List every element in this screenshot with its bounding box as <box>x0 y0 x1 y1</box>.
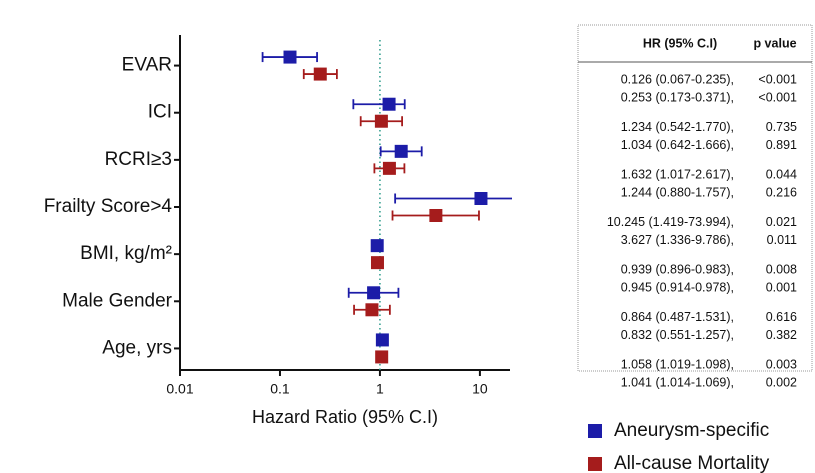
point-estimate <box>375 350 389 364</box>
legend-swatch <box>588 424 602 438</box>
table-cell-p: 0.008 <box>766 262 797 276</box>
table-cell-hr: 0.126 (0.067-0.235), <box>621 72 734 86</box>
legend-swatch <box>588 457 602 471</box>
point-estimate <box>382 97 396 111</box>
legend-label: Aneurysm-specific <box>614 420 769 441</box>
table-cell-p: 0.616 <box>766 310 797 324</box>
point-estimate <box>370 239 384 253</box>
table-cell-p: 0.216 <box>766 185 797 199</box>
table-cell-p: 0.021 <box>766 215 797 229</box>
x-axis-label: Hazard Ratio (95% C.I) <box>252 407 438 427</box>
y-tick-label: Frailty Score>4 <box>44 196 173 217</box>
y-tick-label: Age, yrs <box>102 337 172 358</box>
table-cell-hr: 1.058 (1.019-1.098), <box>621 357 734 371</box>
table-cell-hr: 0.939 (0.896-0.983), <box>621 262 734 276</box>
point-estimate <box>474 192 488 205</box>
table-cell-p: 0.891 <box>766 138 797 152</box>
table-cell-hr: 0.945 (0.914-0.978), <box>621 280 734 294</box>
table-cell-hr: 1.034 (0.642-1.666), <box>621 138 734 152</box>
plot-area <box>261 50 512 364</box>
y-tick-label: EVAR <box>122 55 172 76</box>
point-estimate <box>367 286 381 300</box>
point-estimate <box>313 67 327 81</box>
table-cell-hr: 1.041 (1.014-1.069), <box>621 375 734 389</box>
table-cell-p: <0.001 <box>758 90 797 104</box>
table-cell-p: 0.735 <box>766 120 797 134</box>
y-tick-label: RCRI≥3 <box>105 149 172 170</box>
table-cell-hr: 1.234 (0.542-1.770), <box>621 120 734 134</box>
point-estimate <box>382 161 396 175</box>
table-cell-p: 0.003 <box>766 357 797 371</box>
y-tick-label: Male Gender <box>62 290 173 311</box>
table-header: p value <box>753 36 796 50</box>
point-estimate <box>374 114 388 128</box>
x-tick-label: 10 <box>472 381 488 397</box>
table-cell-hr: 10.245 (1.419-73.994), <box>607 215 734 229</box>
table-cell-hr: 0.253 (0.173-0.371), <box>621 90 734 104</box>
table-cell-p: <0.001 <box>758 72 797 86</box>
y-tick-label: BMI, kg/m² <box>80 243 172 264</box>
table-cell-p: 0.044 <box>766 167 797 181</box>
point-estimate <box>429 209 443 222</box>
table-cell-hr: 0.864 (0.487-1.531), <box>621 310 734 324</box>
table-cell-p: 0.011 <box>767 233 797 247</box>
y-tick-label: ICI <box>148 102 172 123</box>
point-estimate <box>283 50 297 64</box>
legend-label: All-cause Mortality <box>614 453 770 473</box>
table-cell-p: 0.001 <box>766 280 797 294</box>
point-estimate <box>375 333 389 347</box>
table-header: HR (95% C.I) <box>643 36 717 50</box>
point-estimate <box>365 303 379 317</box>
table-cell-hr: 1.244 (0.880-1.757), <box>621 185 734 199</box>
x-tick-label: 1 <box>376 381 384 397</box>
x-tick-label: 0.1 <box>270 381 290 397</box>
table-cell-hr: 1.632 (1.017-2.617), <box>621 167 734 181</box>
table-border <box>577 24 813 372</box>
point-estimate <box>370 256 384 270</box>
table-cell-hr: 0.832 (0.551-1.257), <box>621 328 734 342</box>
point-estimate <box>394 144 408 158</box>
table-cell-hr: 3.627 (1.336-9.786), <box>621 233 734 247</box>
table-cell-p: 0.002 <box>766 375 797 389</box>
table-cell-p: 0.382 <box>766 328 797 342</box>
x-tick-label: 0.01 <box>166 381 193 397</box>
